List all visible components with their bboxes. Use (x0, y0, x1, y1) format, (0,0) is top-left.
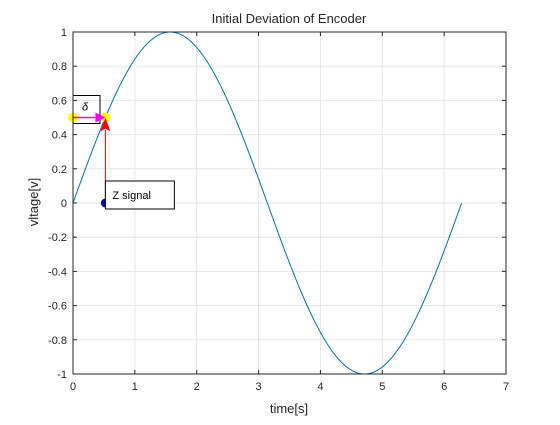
series-line (72, 31, 463, 375)
y-tick-label: -0.2 (48, 232, 67, 244)
x-tick-label: 4 (317, 381, 323, 393)
x-tick-label: 0 (70, 381, 76, 393)
y-tick-label: 1 (61, 27, 67, 39)
delta-arrow-head (95, 112, 106, 123)
x-tick-label: 7 (503, 381, 509, 393)
x-tick-label: 5 (379, 381, 385, 393)
z-signal-box (104, 180, 175, 210)
delta-label: δ (82, 102, 89, 114)
annotation-layer: δ Z signal (68, 95, 175, 210)
y-tick-label: 0.8 (52, 61, 67, 73)
chart-title: Initial Deviation of Encoder (212, 11, 367, 26)
x-axis-label: time[s] (270, 401, 308, 416)
x-tick-label: 1 (132, 381, 138, 393)
y-tick-label: -0.4 (48, 266, 67, 278)
y-tick-label: 0.2 (52, 164, 67, 176)
axes (72, 31, 507, 375)
vertical-arrow-head (100, 117, 111, 132)
x-tick-label: 2 (194, 381, 200, 393)
tick-labels: 0 1 2 3 4 5 6 7 -1 -0.8 -0.6 -0.4 -0.2 0 0.2 0.4 0.6 0.8 1 (48, 27, 509, 393)
y-tick-label: -1 (57, 369, 67, 381)
y-tick-label: 0 (61, 198, 67, 210)
z-signal-label: Z signal (112, 190, 151, 202)
y-tick-label: 0.4 (52, 130, 67, 142)
x-tick-label: 6 (441, 381, 447, 393)
x-tick-label: 3 (256, 381, 262, 393)
y-tick-label: -0.6 (48, 301, 67, 313)
series-layer (72, 31, 463, 375)
y-tick-label: -0.8 (48, 335, 67, 347)
y-axis-label: vltage[v] (26, 178, 41, 226)
y-tick-label: 0.6 (52, 95, 67, 107)
